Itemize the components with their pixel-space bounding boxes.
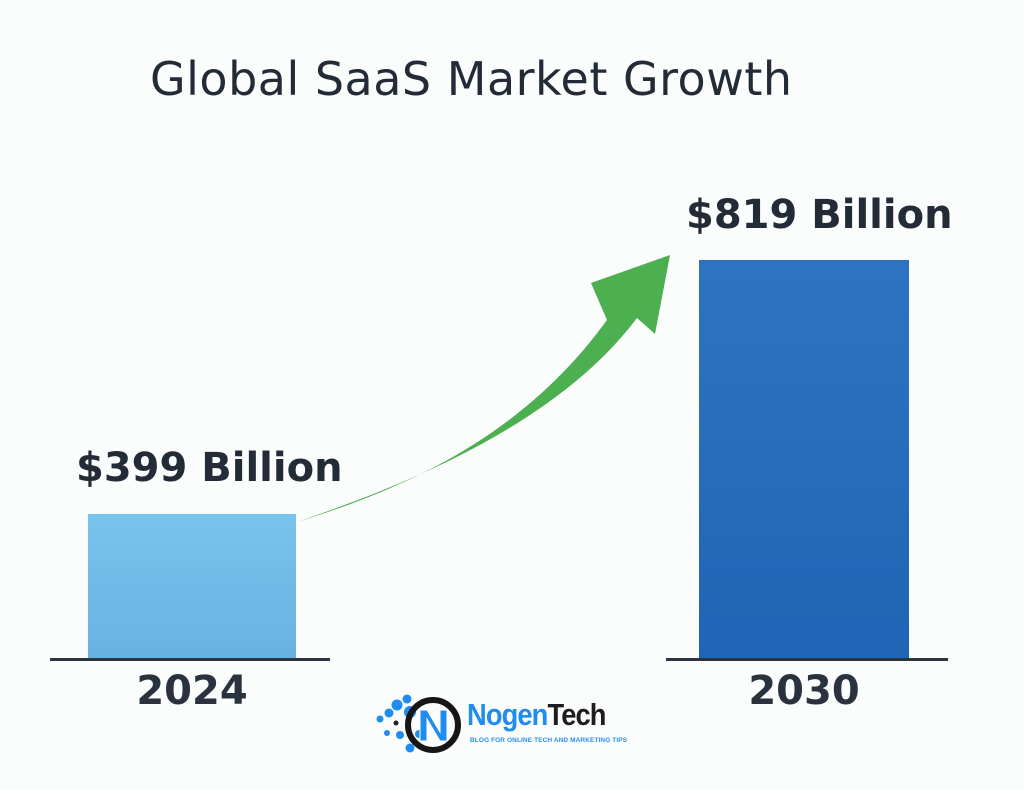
year-label-2024: 2024 bbox=[136, 668, 248, 714]
logo-wordmark: NogenTech bbox=[467, 697, 606, 733]
baseline-2030 bbox=[666, 658, 948, 661]
value-label-2030: $819 Billion bbox=[686, 192, 953, 238]
year-label-2030: 2030 bbox=[748, 668, 860, 714]
baseline-2024 bbox=[50, 658, 330, 661]
bar-2030 bbox=[699, 260, 909, 660]
logo-tagline: BLOG FOR ONLINE TECH AND MARKETING TIPS bbox=[470, 737, 628, 744]
nogentech-logo: NogenTech BLOG FOR ONLINE TECH AND MARKE… bbox=[372, 690, 632, 760]
logo-mark-icon bbox=[376, 694, 461, 753]
value-label-2024: $399 Billion bbox=[76, 445, 343, 491]
chart-title: Global SaaS Market Growth bbox=[150, 52, 793, 106]
logo-name-part2: Tech bbox=[547, 697, 606, 732]
bar-2024 bbox=[88, 514, 296, 660]
logo-name-part1: Nogen bbox=[467, 697, 548, 732]
